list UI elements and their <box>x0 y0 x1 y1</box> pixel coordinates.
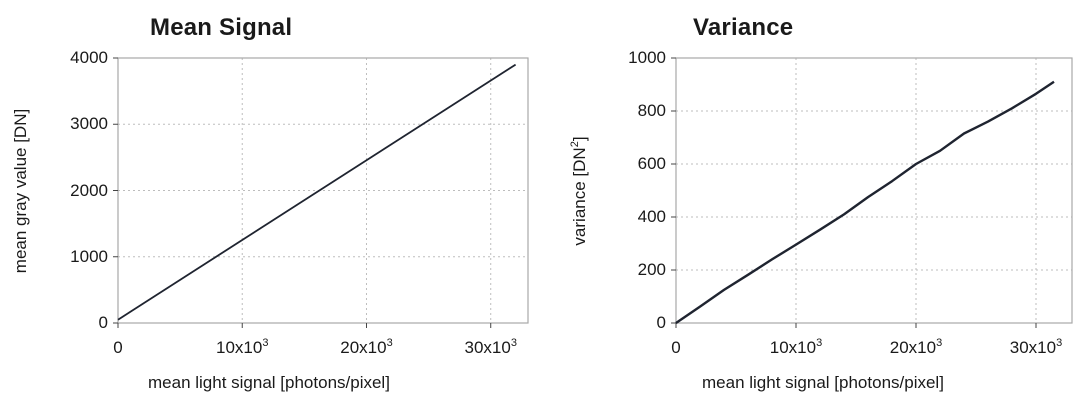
x-axis-label-left: mean light signal [photons/pixel] <box>148 373 390 392</box>
x-tick-label: 30x103 <box>1009 337 1063 358</box>
y-tick-label: 0 <box>656 313 666 332</box>
plot-frame <box>675 57 1073 324</box>
chart-1 <box>671 57 1073 328</box>
x-axis-label-right: mean light signal [photons/pixel] <box>702 373 944 392</box>
y-tick-label: 1000 <box>70 246 108 266</box>
series-line-0 <box>675 80 1055 324</box>
x-tick-label: 0 <box>671 338 681 357</box>
y-tick-label: 4000 <box>70 48 108 67</box>
y-tick-label: 2000 <box>70 180 108 200</box>
x-tick-label: 10x103 <box>769 337 823 358</box>
y-tick-label: 1000 <box>628 48 666 67</box>
x-tick-label: 20x103 <box>340 337 393 358</box>
series-line-0 <box>117 63 517 321</box>
x-tick-label: 20x103 <box>889 337 943 358</box>
y-tick-label: 400 <box>637 207 666 226</box>
y-tick-label: 600 <box>637 154 666 173</box>
y-tick-label: 3000 <box>70 114 108 134</box>
x-tick-label: 30x103 <box>464 337 517 358</box>
y-tick-label: 0 <box>98 313 108 332</box>
x-tick-label: 0 <box>113 338 123 357</box>
y-tick-label: 200 <box>637 260 666 279</box>
y-tick-label: 800 <box>637 101 666 120</box>
x-tick-label: 10x103 <box>216 337 269 358</box>
chart-title-mean-signal: Mean Signal <box>150 14 293 41</box>
chart-0 <box>113 57 529 328</box>
chart-title-variance: Variance <box>693 14 794 41</box>
